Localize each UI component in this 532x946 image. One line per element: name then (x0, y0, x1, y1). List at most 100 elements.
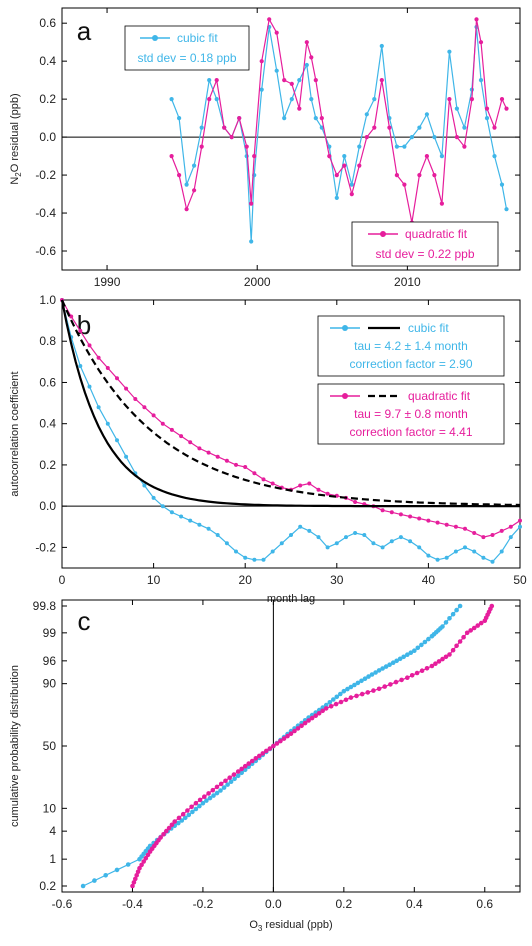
series-point (393, 679, 399, 685)
series-point (468, 628, 474, 633)
series-point (490, 533, 495, 537)
series-point (298, 483, 303, 488)
series-point (372, 97, 377, 102)
series-point (297, 106, 302, 111)
series-point (454, 607, 459, 613)
x-tick-label: 1990 (94, 275, 121, 289)
series-point (415, 645, 421, 651)
series-point (313, 116, 318, 121)
series-point (489, 603, 495, 609)
series-point (210, 787, 216, 793)
legend-marker (380, 231, 386, 237)
series-point (342, 163, 347, 168)
series-point (343, 697, 349, 703)
series-point (444, 555, 449, 560)
series-point (224, 458, 229, 463)
x-tick-label: 50 (513, 573, 527, 587)
series-point (432, 173, 437, 178)
series-point (454, 643, 459, 649)
series-point (87, 343, 92, 348)
series-point (184, 182, 189, 187)
series-point (252, 154, 257, 159)
series-point (399, 677, 404, 683)
legend-marker (152, 35, 158, 41)
y-tick-label: 0.2 (39, 458, 56, 472)
y-tick-label: -0.2 (35, 168, 56, 182)
series-point (398, 512, 403, 517)
series-point (316, 535, 321, 540)
series-point (355, 680, 361, 686)
y-tick-label: 0.6 (39, 375, 56, 389)
x-axis-label: O3 residual (ppb) (249, 919, 332, 933)
series-point (137, 865, 142, 871)
series-point (145, 852, 151, 858)
series-point (274, 741, 280, 746)
series-point (472, 549, 477, 554)
series-point (313, 713, 319, 718)
y-tick-label: -0.2 (35, 540, 56, 554)
series-point (306, 718, 311, 723)
series-point (382, 684, 388, 689)
series-point (200, 800, 206, 806)
series-point (207, 795, 213, 801)
series-point (270, 481, 275, 486)
series-point (316, 707, 322, 713)
x-tick-label: -0.4 (122, 897, 143, 911)
legend-box (351, 221, 499, 267)
series-point (289, 81, 294, 86)
series-point (474, 17, 479, 22)
series-point (125, 862, 131, 867)
series-point (232, 776, 237, 782)
series-point (184, 207, 189, 212)
series-point (151, 413, 156, 418)
series-point (362, 533, 367, 537)
series-point (417, 125, 422, 130)
series-point (478, 620, 484, 626)
series-point (172, 819, 177, 824)
series-point (471, 625, 477, 631)
series-point (189, 804, 194, 810)
series-point (169, 822, 175, 828)
series-point (253, 756, 259, 761)
series-point (237, 116, 242, 121)
series-point (231, 772, 237, 777)
series-point (462, 125, 467, 130)
series-point (197, 446, 202, 451)
series-point (371, 541, 376, 546)
series-point (380, 666, 385, 671)
series-point (179, 434, 184, 439)
legend-stat: std dev = 0.22 ppb (375, 247, 474, 261)
series-point (424, 154, 429, 159)
series-point (143, 855, 149, 861)
series-point (447, 49, 452, 54)
series-point (105, 366, 110, 370)
series-point (408, 539, 413, 544)
series-point (309, 55, 314, 60)
series-point (141, 859, 146, 864)
series-point (289, 533, 293, 537)
series-point (225, 782, 230, 787)
series-point (281, 736, 287, 741)
series-point (426, 553, 431, 558)
series-point (357, 144, 362, 149)
series-point (478, 78, 484, 83)
series-point (246, 761, 251, 766)
series-point (288, 731, 294, 736)
series-point (278, 738, 283, 744)
series-point (176, 820, 181, 826)
y-tick-label: 50 (43, 739, 57, 753)
series-point (344, 535, 348, 540)
series-point (214, 784, 220, 790)
series-point (432, 135, 437, 140)
series-point (242, 763, 248, 769)
series-point (177, 116, 182, 121)
series-point (309, 715, 315, 721)
series-point (366, 674, 371, 679)
y-tick-label: 1 (49, 852, 56, 866)
series-point (373, 670, 378, 675)
series-point (252, 471, 257, 476)
series-point (133, 876, 138, 882)
series-point (499, 182, 505, 187)
series-point (419, 642, 424, 648)
y-tick-label: 0.4 (39, 417, 56, 431)
